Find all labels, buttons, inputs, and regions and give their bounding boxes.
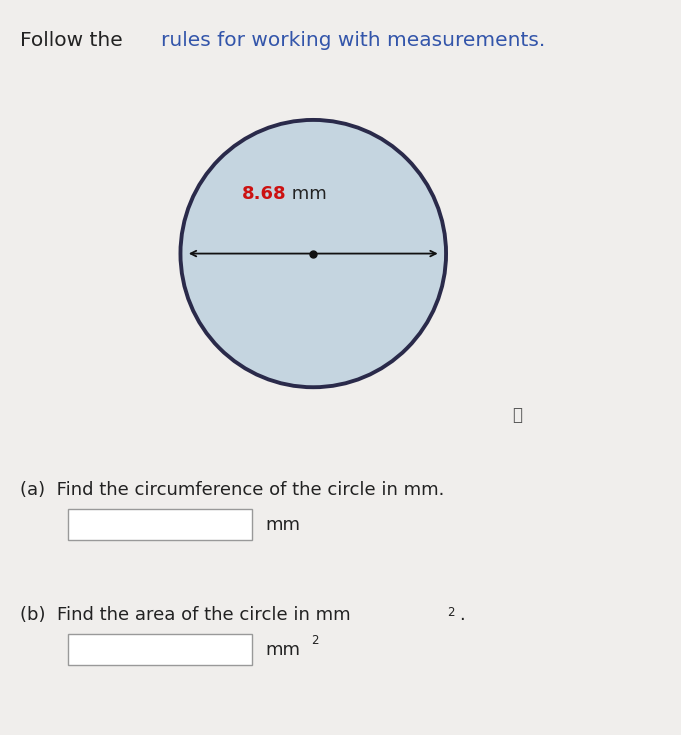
Text: mm: mm (286, 184, 327, 203)
Text: Follow the: Follow the (20, 31, 129, 50)
Text: 2: 2 (311, 634, 318, 648)
Text: ⓘ: ⓘ (513, 406, 522, 424)
Text: 2: 2 (447, 606, 454, 620)
Text: (b)  Find the area of the circle in mm: (b) Find the area of the circle in mm (20, 606, 351, 624)
Ellipse shape (180, 120, 446, 387)
FancyBboxPatch shape (68, 509, 252, 540)
Text: .: . (459, 606, 465, 624)
Text: (a)  Find the circumference of the circle in mm.: (a) Find the circumference of the circle… (20, 481, 445, 499)
Text: mm: mm (266, 641, 300, 659)
Text: mm: mm (266, 516, 300, 534)
Text: rules for working with measurements.: rules for working with measurements. (161, 31, 545, 50)
FancyBboxPatch shape (68, 634, 252, 665)
Text: 8.68: 8.68 (241, 184, 286, 203)
